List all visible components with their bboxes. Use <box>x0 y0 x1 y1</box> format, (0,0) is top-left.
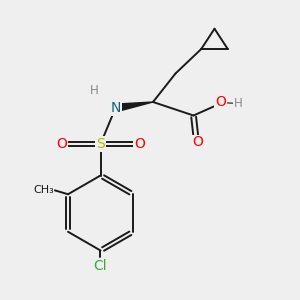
Text: H: H <box>90 83 99 97</box>
Text: O: O <box>134 137 145 151</box>
Polygon shape <box>115 102 153 112</box>
Text: O: O <box>193 136 203 149</box>
Text: H: H <box>234 97 243 110</box>
Text: Cl: Cl <box>94 259 107 272</box>
Text: O: O <box>56 137 67 151</box>
Text: N: N <box>110 101 121 115</box>
Text: CH₃: CH₃ <box>33 185 54 195</box>
Text: S: S <box>96 137 105 151</box>
Text: O: O <box>215 95 226 109</box>
